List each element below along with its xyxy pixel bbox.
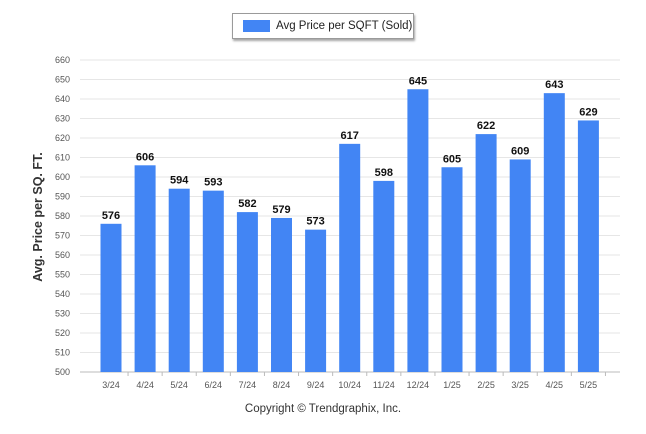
y-tick-label: 520 — [55, 328, 70, 338]
bar — [577, 120, 599, 372]
x-tick-label: 8/24 — [273, 380, 291, 390]
y-tick-label: 640 — [55, 94, 70, 104]
bar — [271, 217, 292, 372]
data-label: 573 — [306, 216, 324, 228]
legend-swatch — [243, 20, 270, 32]
bar — [100, 223, 122, 372]
bar — [134, 165, 156, 372]
legend: Avg Price per SQFT (Sold) — [232, 13, 414, 39]
x-tick-label: 7/24 — [239, 380, 257, 390]
y-tick-label: 630 — [55, 114, 70, 124]
bar — [543, 93, 565, 373]
x-tick-label: 10/24 — [338, 380, 361, 390]
data-label: 598 — [375, 167, 393, 179]
bar — [407, 89, 429, 372]
y-tick-label: 540 — [55, 289, 70, 299]
data-label: 643 — [545, 79, 563, 91]
y-tick-label: 590 — [55, 192, 70, 202]
y-tick-label: 570 — [55, 231, 70, 241]
y-tick-label: 550 — [55, 270, 70, 280]
x-tick-label: 5/24 — [170, 380, 188, 390]
y-tick-label: 610 — [55, 153, 70, 163]
x-tick-label: 4/24 — [136, 380, 154, 390]
x-tick-label: 1/25 — [443, 380, 461, 390]
y-tick-label: 600 — [55, 172, 70, 182]
data-label: 605 — [443, 153, 461, 165]
bar — [509, 159, 531, 372]
x-tick-label: 3/25 — [511, 380, 529, 390]
y-tick-label: 500 — [55, 367, 70, 377]
y-tick-label: 580 — [55, 211, 70, 221]
data-label: 622 — [477, 120, 495, 132]
bars — [100, 89, 599, 373]
bar — [339, 143, 361, 372]
data-label: 594 — [170, 175, 189, 187]
data-label: 606 — [136, 151, 154, 163]
x-tick-label: 5/25 — [580, 380, 598, 390]
data-label: 576 — [102, 210, 120, 222]
y-tick-label: 560 — [55, 250, 70, 260]
bar — [373, 180, 395, 372]
x-tick-label: 3/24 — [102, 380, 120, 390]
bar — [475, 134, 497, 372]
data-label: 579 — [272, 204, 290, 216]
x-tick-label: 11/24 — [373, 380, 395, 390]
bar — [305, 229, 327, 372]
x-tick-label: 4/25 — [546, 380, 564, 390]
x-tick-label: 9/24 — [307, 380, 325, 390]
data-label: 609 — [511, 145, 529, 157]
data-labels: 576 606 594 593 582 579 573 617 598 645 605 622 609 6… — [102, 75, 598, 227]
x-tick-label: 12/24 — [407, 380, 430, 390]
data-label: 617 — [341, 130, 359, 142]
data-label: 582 — [238, 198, 256, 210]
bar — [168, 188, 190, 372]
y-tick-label: 530 — [55, 309, 70, 319]
copyright-text: Copyright © Trendgraphix, Inc. — [244, 403, 402, 415]
y-tick-label: 650 — [55, 75, 70, 85]
data-label: 629 — [579, 106, 597, 118]
bar — [236, 212, 258, 372]
y-tick-label: 660 — [55, 55, 70, 65]
data-label: 593 — [204, 177, 222, 189]
y-axis-title: Avg. Price per SQ. FT. — [31, 152, 45, 282]
x-tick-label: 2/25 — [477, 380, 495, 390]
y-tick-label: 510 — [55, 348, 70, 358]
data-label: 645 — [409, 75, 427, 87]
x-tick-label: 6/24 — [205, 380, 223, 390]
bar — [202, 190, 224, 372]
legend-label: Avg Price per SQFT (Sold) — [276, 20, 413, 32]
y-tick-label: 620 — [55, 133, 70, 143]
bar — [441, 167, 463, 372]
